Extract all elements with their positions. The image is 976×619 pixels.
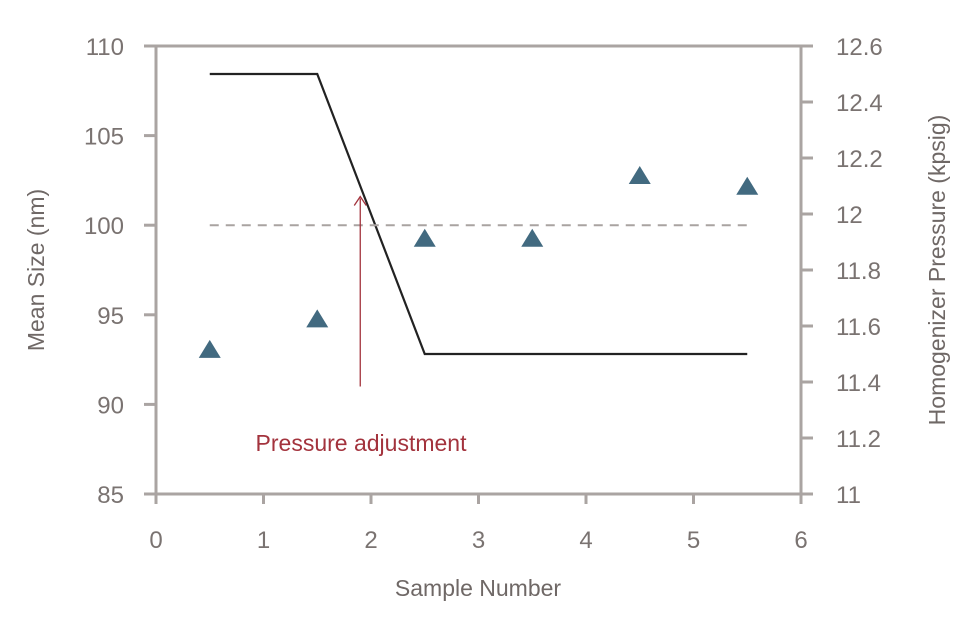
y-tick-label: 110 [86, 34, 124, 61]
axes [154, 44, 803, 496]
data-point [198, 339, 221, 358]
y-tick-label: 95 [97, 303, 124, 330]
annotation-arrowhead [353, 195, 367, 206]
y2-tick-label: 12.6 [836, 34, 883, 61]
data-point [628, 166, 651, 185]
x-tick-label: 4 [579, 527, 592, 554]
y2-tick-label: 11.8 [836, 258, 881, 285]
y-tick-label: 105 [84, 124, 124, 151]
y-tick-label: 100 [84, 213, 124, 240]
x-tick-label: 1 [257, 527, 270, 554]
y2-tick-label: 11 [836, 482, 861, 509]
data-point [521, 228, 544, 247]
x-tick-label: 2 [364, 527, 377, 554]
y2-tick-label: 12.4 [836, 90, 883, 117]
x-tick-label: 5 [687, 527, 700, 554]
pressure-line [209, 72, 748, 356]
y2-tick-label: 12.2 [836, 146, 883, 173]
ticks: 0 1 2 3 4 5 68590951001051101111.211.411.611.8… [84, 34, 883, 554]
y-tick-label: 85 [97, 482, 124, 509]
x-tick-label: 3 [472, 527, 485, 554]
y2-axis-title: Homogenizer Pressure (kpsig) [924, 115, 950, 426]
x-tick-label: 0 [149, 527, 162, 554]
y2-tick-label: 12 [836, 202, 863, 229]
y2-tick-label: 11.6 [836, 314, 881, 341]
data-point [413, 228, 436, 247]
data-point [736, 176, 759, 195]
data-point [306, 309, 329, 328]
y-tick-label: 90 [97, 392, 124, 419]
x-axis-title: Sample Number [395, 575, 562, 601]
x-tick-label: 6 [794, 527, 807, 554]
series [198, 72, 759, 358]
annotation-label: Pressure adjustment [256, 430, 468, 456]
y-axis-title: Mean Size (nm) [23, 189, 49, 351]
y2-tick-label: 11.4 [836, 370, 881, 397]
y2-tick-label: 11.2 [836, 426, 881, 453]
annotations: Pressure adjustment [256, 195, 468, 456]
